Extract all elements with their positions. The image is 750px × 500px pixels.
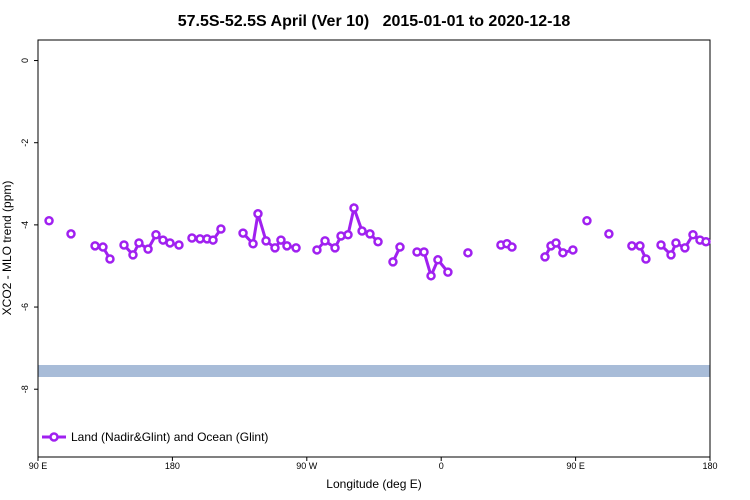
point — [666, 250, 676, 260]
point — [119, 240, 129, 250]
legend-label: Land (Nadir&Glint) and Ocean (Glint) — [71, 430, 268, 444]
point — [248, 239, 258, 249]
point — [105, 254, 115, 264]
point — [44, 216, 54, 226]
point — [128, 250, 138, 260]
point — [253, 209, 263, 219]
point — [443, 267, 453, 277]
x-tick-label: 180 — [165, 461, 180, 471]
point — [276, 235, 286, 245]
point — [582, 216, 592, 226]
point — [656, 240, 666, 250]
x-tick-label: 90 E — [29, 461, 48, 471]
point — [671, 238, 681, 248]
point — [365, 229, 375, 239]
point — [388, 257, 398, 267]
point — [151, 229, 161, 240]
point — [320, 236, 330, 246]
point — [282, 241, 292, 251]
point — [463, 248, 473, 258]
y-tick-label: -4 — [20, 221, 30, 229]
y-tick-label: -2 — [20, 139, 30, 147]
point — [343, 229, 353, 240]
y-tick-label: 0 — [20, 58, 30, 63]
point — [701, 236, 711, 247]
point — [270, 243, 280, 253]
point — [90, 241, 100, 251]
point — [357, 226, 367, 236]
point — [143, 244, 153, 254]
point — [261, 236, 271, 246]
point — [98, 242, 108, 252]
point — [238, 228, 248, 238]
y-axis-label: XCO2 - MLO trend (ppm) — [0, 181, 14, 316]
point — [419, 247, 429, 257]
legend-marker — [49, 432, 59, 442]
y-tick-label: -6 — [20, 303, 30, 311]
point — [688, 229, 698, 240]
point — [507, 242, 517, 252]
point — [604, 229, 614, 239]
x-tick-label: 90 W — [296, 461, 318, 471]
land-band — [38, 365, 710, 377]
point — [568, 245, 578, 255]
point — [165, 238, 175, 248]
point — [66, 229, 76, 239]
x-tick-label: 90 E — [566, 461, 585, 471]
point — [373, 236, 383, 247]
point — [216, 224, 226, 234]
point — [349, 203, 359, 213]
series-line — [94, 202, 707, 281]
point — [627, 241, 637, 251]
point — [174, 240, 184, 250]
point — [426, 271, 436, 281]
point — [540, 252, 550, 262]
point — [330, 243, 340, 253]
point — [291, 243, 301, 253]
point — [558, 248, 568, 258]
point — [433, 255, 443, 265]
point — [395, 242, 405, 252]
point — [208, 235, 218, 245]
y-tick-label: -8 — [20, 385, 30, 393]
point — [134, 238, 144, 248]
point — [641, 254, 651, 264]
x-tick-label: 0 — [439, 461, 444, 471]
point — [635, 241, 645, 251]
point — [312, 245, 322, 255]
point — [187, 233, 197, 243]
plot-frame — [37, 39, 711, 458]
x-axis-label: Longitude (deg E) — [326, 477, 421, 491]
point — [680, 243, 690, 253]
chart-title: 57.5S-52.5S April (Ver 10) 2015-01-01 to… — [178, 13, 571, 30]
point — [551, 238, 561, 248]
x-tick-label: 180 — [702, 461, 717, 471]
